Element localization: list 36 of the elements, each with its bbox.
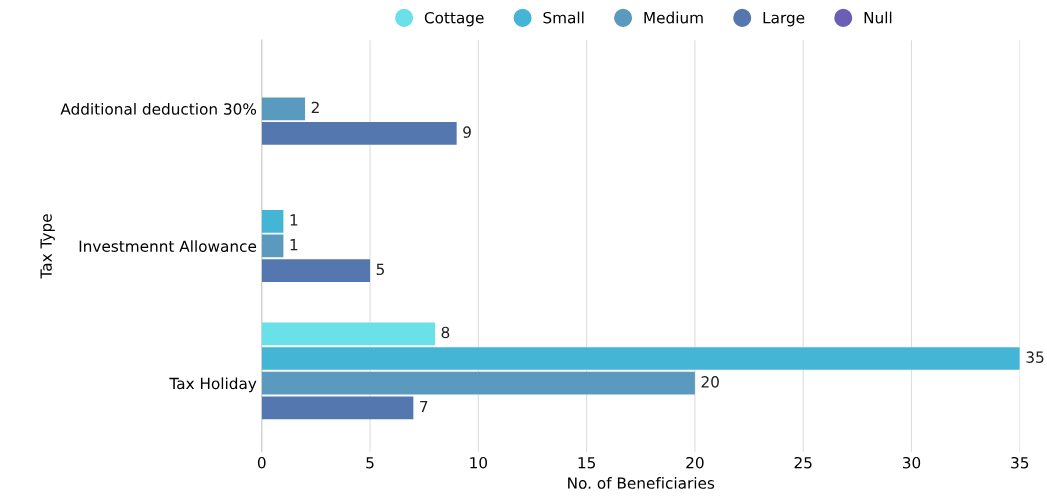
x-tick-label: 25 bbox=[794, 456, 812, 469]
y-axis-title: Tax Type bbox=[40, 214, 55, 279]
x-tick-label: 15 bbox=[578, 457, 595, 469]
data-label: 5 bbox=[376, 263, 384, 276]
legend-label: Medium bbox=[644, 11, 703, 24]
y-tick-label: Additional deduction 30% bbox=[60, 102, 257, 115]
bar bbox=[261, 122, 457, 145]
x-tick-label: 0 bbox=[257, 456, 266, 469]
x-tick-label: 5 bbox=[366, 457, 374, 469]
bar bbox=[261, 371, 695, 395]
y-tick-label: Tax Holiday bbox=[169, 377, 257, 393]
legend-label: Cottage bbox=[424, 11, 484, 27]
data-label: 7 bbox=[420, 400, 428, 413]
x-axis-title: No. of Beneficiaries bbox=[568, 477, 715, 489]
data-label: 8 bbox=[441, 326, 450, 339]
data-label: 1 bbox=[290, 214, 298, 226]
x-tick-label: 20 bbox=[686, 456, 704, 469]
bar bbox=[261, 347, 1020, 370]
bar bbox=[261, 259, 371, 283]
legend-label: Null bbox=[864, 11, 892, 24]
data-label: 35 bbox=[1026, 351, 1044, 363]
bar bbox=[261, 209, 284, 233]
bar bbox=[261, 322, 436, 346]
x-tick-label: 10 bbox=[470, 456, 488, 469]
data-label: 9 bbox=[463, 126, 471, 138]
x-tick-label: 30 bbox=[902, 456, 921, 469]
bar bbox=[261, 97, 306, 121]
y-tick-label: Investmennt Allowance bbox=[79, 240, 257, 252]
bar bbox=[261, 234, 284, 258]
data-label: 2 bbox=[311, 101, 319, 113]
legend-label: Large bbox=[763, 12, 805, 27]
bar bbox=[261, 396, 414, 420]
x-tick-label: 35 bbox=[1011, 456, 1029, 469]
legend-label: Small bbox=[543, 11, 584, 24]
data-label: 1 bbox=[290, 239, 298, 251]
data-label: 20 bbox=[701, 376, 719, 388]
